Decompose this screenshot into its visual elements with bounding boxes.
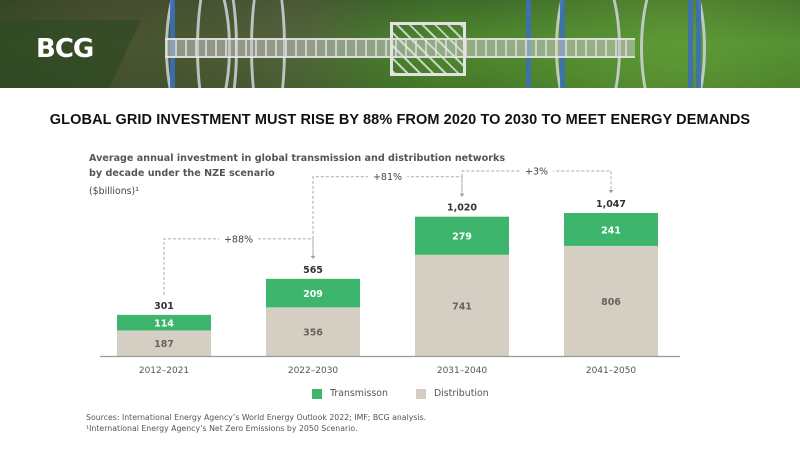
bar-transmission: [266, 278, 360, 308]
x-tick-label: 2012–2021: [139, 366, 189, 376]
legend-item-distribution: Distribution: [415, 388, 489, 399]
data-label-distribution: 187: [154, 339, 174, 350]
chart-subtitle-line2: by decade under the NZE scenario: [89, 168, 275, 179]
growth-arrow-head: [608, 190, 614, 193]
x-tick-label: 2031–2040: [437, 366, 488, 376]
footnote-1: ¹International Energy Agency’s Net Zero …: [86, 424, 358, 433]
data-label-transmission: 209: [303, 289, 323, 300]
data-label-total: 565: [303, 265, 323, 276]
hero-tower-core: [390, 22, 466, 76]
data-label-distribution: 356: [303, 328, 323, 339]
chart-subtitle: Average annual investment in global tran…: [89, 151, 505, 181]
data-label-transmission: 241: [601, 225, 621, 236]
bar-distribution: [564, 245, 658, 356]
growth-connector: [461, 170, 612, 197]
data-label-total: 1,020: [447, 203, 477, 214]
bcg-logo: BCG: [36, 34, 94, 64]
growth-label: +3%: [525, 167, 548, 178]
x-tick-label: 2041–2050: [586, 366, 637, 376]
legend-swatch-distribution: [415, 388, 426, 399]
footnotes: Sources: International Energy Agency’s W…: [86, 412, 426, 434]
data-label-transmission: 279: [452, 232, 472, 243]
x-tick-label: 2022–2030: [288, 366, 339, 376]
bar-transmission: [564, 213, 658, 246]
bar-distribution: [266, 307, 360, 356]
bar-distribution: [415, 254, 509, 356]
hero-pole: [696, 0, 701, 88]
chart-legend: Transmisson Distribution: [312, 388, 517, 399]
bar-transmission: [117, 314, 211, 331]
bar-distribution: [117, 330, 211, 356]
data-label-transmission: 114: [154, 319, 174, 330]
legend-swatch-transmission: [312, 388, 322, 399]
page-title: GLOBAL GRID INVESTMENT MUST RISE BY 88% …: [49, 112, 751, 128]
chart-subtitle-line1: Average annual investment in global tran…: [89, 153, 506, 164]
bar-transmission: [415, 216, 509, 255]
data-label-total: 301: [154, 301, 174, 312]
data-label-total: 1,047: [596, 199, 626, 210]
hero-banner-image: BCG: [0, 0, 800, 88]
legend-label-distribution: Distribution: [433, 388, 489, 399]
legend-label-transmission: Transmisson: [330, 388, 388, 399]
growth-label: +88%: [224, 234, 253, 245]
data-label-distribution: 741: [452, 301, 472, 312]
legend-item-transmission: Transmisson: [312, 388, 388, 399]
growth-label: +81%: [373, 172, 402, 183]
hero-ring: [640, 0, 706, 88]
data-label-distribution: 806: [601, 297, 621, 308]
sources-note: Sources: International Energy Agency’s W…: [86, 413, 427, 422]
y-axis-units-label: ($billions)¹: [89, 186, 139, 197]
hero-pole: [688, 0, 693, 88]
